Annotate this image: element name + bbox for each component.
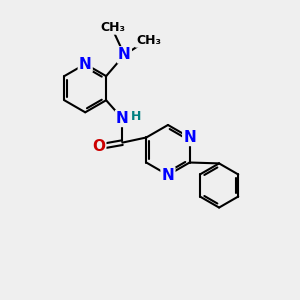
Text: N: N: [183, 130, 196, 145]
Text: CH₃: CH₃: [136, 34, 161, 47]
Text: N: N: [79, 56, 92, 71]
Text: N: N: [118, 47, 131, 62]
Text: H: H: [130, 110, 141, 123]
Text: CH₃: CH₃: [101, 21, 126, 34]
Text: N: N: [162, 167, 174, 182]
Text: N: N: [116, 111, 129, 126]
Text: O: O: [92, 139, 105, 154]
